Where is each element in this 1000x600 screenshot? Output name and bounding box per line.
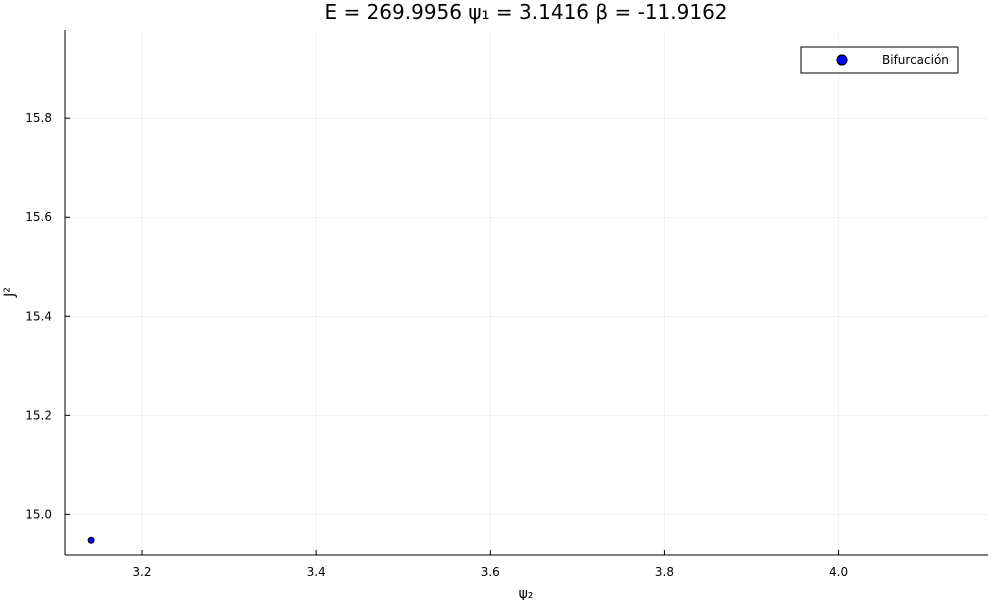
x-tick-label: 3.4 xyxy=(307,565,326,579)
legend: Bifurcación xyxy=(800,46,959,74)
legend-box xyxy=(800,46,959,74)
chart-title: E = 269.9956 ψ₁ = 3.1416 β = -11.9162 xyxy=(324,0,727,24)
x-tick-label: 3.2 xyxy=(132,565,151,579)
ticks-layer: 3.2 3.4 3.6 3.8 4.0 15.0 15.2 15.4 15.6 15.8 xyxy=(25,111,848,579)
grid-layer xyxy=(65,30,988,555)
data-point xyxy=(87,536,95,544)
x-axis-label: ψ₂ xyxy=(519,586,534,600)
y-tick-label: 15.8 xyxy=(25,111,52,125)
y-tick-label: 15.4 xyxy=(25,309,52,323)
axes-layer xyxy=(64,30,988,556)
x-tick-label: 3.6 xyxy=(481,565,500,579)
points-layer xyxy=(87,536,95,544)
y-tick-label: 15.2 xyxy=(25,408,52,422)
y-tick-label: 15.0 xyxy=(25,507,52,521)
x-tick-label: 3.8 xyxy=(655,565,674,579)
x-tick-label: 4.0 xyxy=(829,565,848,579)
y-axis-label: J² xyxy=(2,287,18,298)
legend-label-bifurcacion: Bifurcación xyxy=(882,53,949,67)
legend-marker xyxy=(836,54,848,66)
y-tick-label: 15.6 xyxy=(25,210,52,224)
